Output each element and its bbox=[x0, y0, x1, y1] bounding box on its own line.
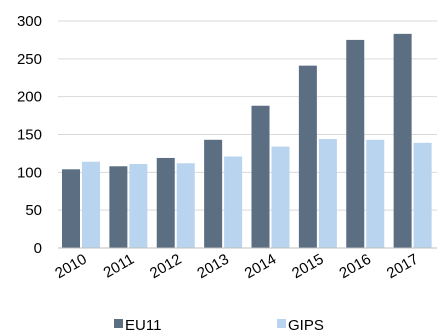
bar-eu11-2012 bbox=[156, 157, 175, 248]
bar-eu11-2013 bbox=[204, 139, 223, 248]
bar-gips-2017 bbox=[413, 142, 432, 248]
y-tick-label: 50 bbox=[25, 202, 42, 219]
bar-gips-2012 bbox=[176, 163, 195, 248]
x-tick-label: 2010 bbox=[52, 251, 89, 282]
legend-swatch-gips bbox=[277, 319, 286, 328]
x-tick-label: 2013 bbox=[194, 251, 231, 282]
legend-swatch-eu11 bbox=[114, 319, 123, 328]
bar-eu11-2010 bbox=[62, 169, 80, 248]
x-tick-label: 2016 bbox=[337, 251, 374, 282]
bar-gips-2010 bbox=[82, 161, 100, 248]
bar-gips-2011 bbox=[129, 164, 148, 248]
y-tick-label: 250 bbox=[17, 51, 42, 68]
bar-gips-2016 bbox=[366, 139, 385, 248]
x-tick-label: 2012 bbox=[147, 251, 184, 282]
bar-eu11-2014 bbox=[251, 105, 270, 248]
legend-label-gips: GIPS bbox=[288, 317, 324, 334]
x-tick-label: 2014 bbox=[242, 251, 279, 282]
bar-gips-2013 bbox=[224, 156, 243, 248]
y-axis-tick-labels: 0 50 100 150 200 250 300 bbox=[17, 13, 42, 257]
bar-eu11-2015 bbox=[298, 65, 317, 248]
bar-eu11-2011 bbox=[109, 166, 128, 248]
x-tick-label: 2017 bbox=[384, 251, 421, 282]
y-tick-label: 200 bbox=[17, 89, 42, 106]
y-tick-label: 300 bbox=[17, 13, 42, 30]
bar-gips-2015 bbox=[318, 139, 337, 248]
bar-eu11-2016 bbox=[346, 39, 365, 248]
legend: EU11 GIPS bbox=[114, 317, 324, 334]
x-axis-tick-labels: 2010 2011 2012 2013 2014 2015 2016 2017 bbox=[52, 251, 421, 282]
bars bbox=[62, 33, 432, 248]
y-tick-label: 150 bbox=[17, 127, 42, 144]
legend-label-eu11: EU11 bbox=[125, 317, 161, 334]
bar-gips-2014 bbox=[271, 146, 290, 248]
x-tick-label: 2015 bbox=[289, 251, 326, 282]
y-tick-label: 0 bbox=[34, 240, 42, 257]
x-tick-label: 2011 bbox=[101, 251, 137, 282]
bar-eu11-2017 bbox=[393, 33, 412, 248]
y-tick-label: 100 bbox=[17, 164, 42, 181]
